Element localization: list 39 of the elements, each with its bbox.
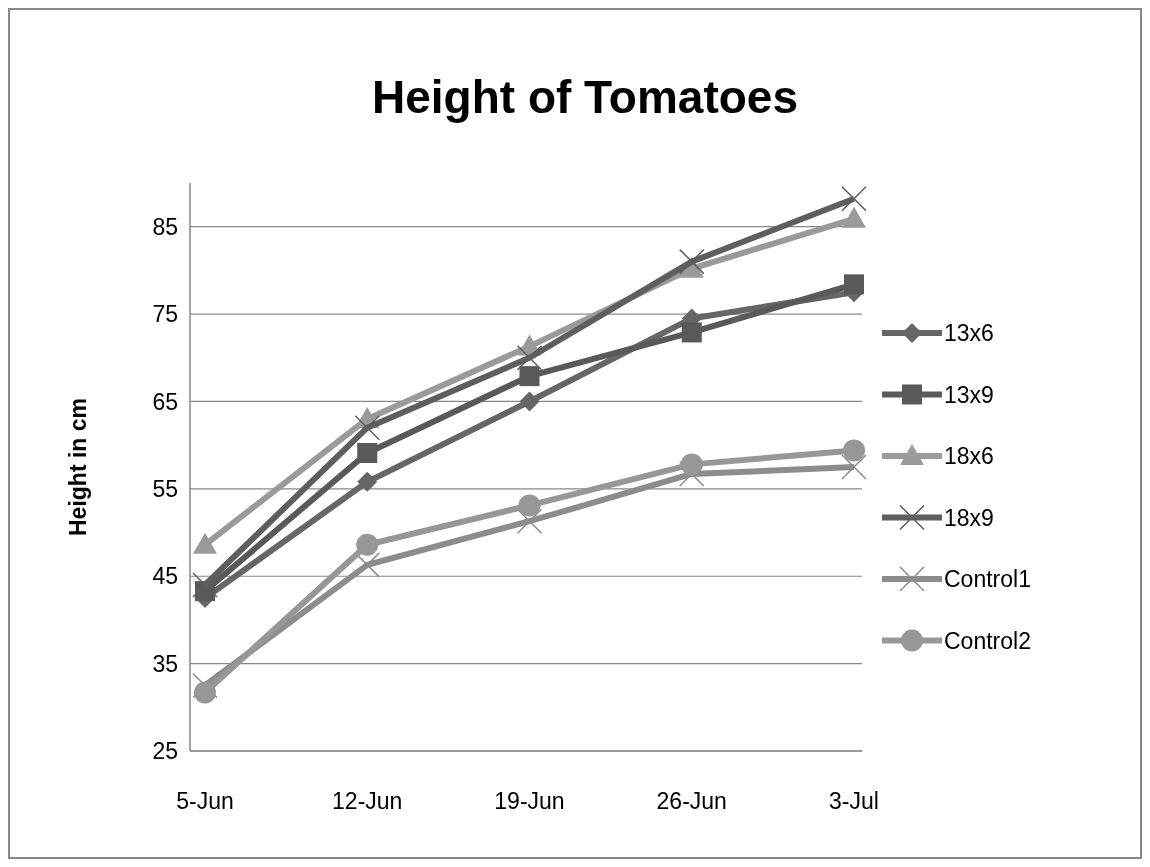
- point: [357, 443, 378, 464]
- legend-label: 13x9: [944, 381, 994, 408]
- point: [518, 494, 541, 517]
- y-tick-label: 25: [152, 738, 178, 765]
- point: [354, 552, 380, 578]
- y-tick-label: 75: [152, 301, 178, 328]
- x-tick-label: 19-Jun: [494, 788, 565, 814]
- x-tick-label: 3-Jul: [829, 788, 879, 814]
- legend-label: 18x9: [944, 504, 994, 531]
- x-tick-label: 26-Jun: [656, 788, 727, 814]
- point: [516, 345, 543, 371]
- point: [519, 366, 540, 387]
- x-tick-label: 12-Jun: [332, 788, 403, 814]
- legend-label: Control2: [944, 627, 1031, 654]
- point: [193, 532, 217, 554]
- point: [357, 471, 378, 492]
- legend-label: 13x6: [944, 320, 994, 347]
- point: [194, 681, 216, 704]
- y-tick-label: 55: [152, 475, 178, 502]
- y-tick-label: 65: [152, 388, 178, 415]
- point: [356, 533, 379, 556]
- y-tick-label: 45: [152, 563, 178, 590]
- point: [843, 439, 865, 462]
- point: [679, 248, 705, 275]
- x-tick-label: 5-Jun: [176, 788, 234, 814]
- point: [842, 206, 866, 228]
- point: [841, 185, 867, 212]
- point: [192, 572, 218, 598]
- point: [354, 414, 380, 441]
- y-axis-title: Height in cm: [65, 397, 91, 537]
- legend-label: Control1: [944, 566, 1031, 593]
- chart-title: Height of Tomatoes: [372, 71, 798, 123]
- point: [519, 391, 540, 412]
- point: [844, 274, 864, 295]
- y-tick-label: 85: [152, 213, 178, 240]
- legend-label: 18x6: [944, 443, 994, 470]
- point: [681, 322, 702, 343]
- point: [680, 453, 703, 476]
- y-tick-label: 35: [152, 650, 178, 677]
